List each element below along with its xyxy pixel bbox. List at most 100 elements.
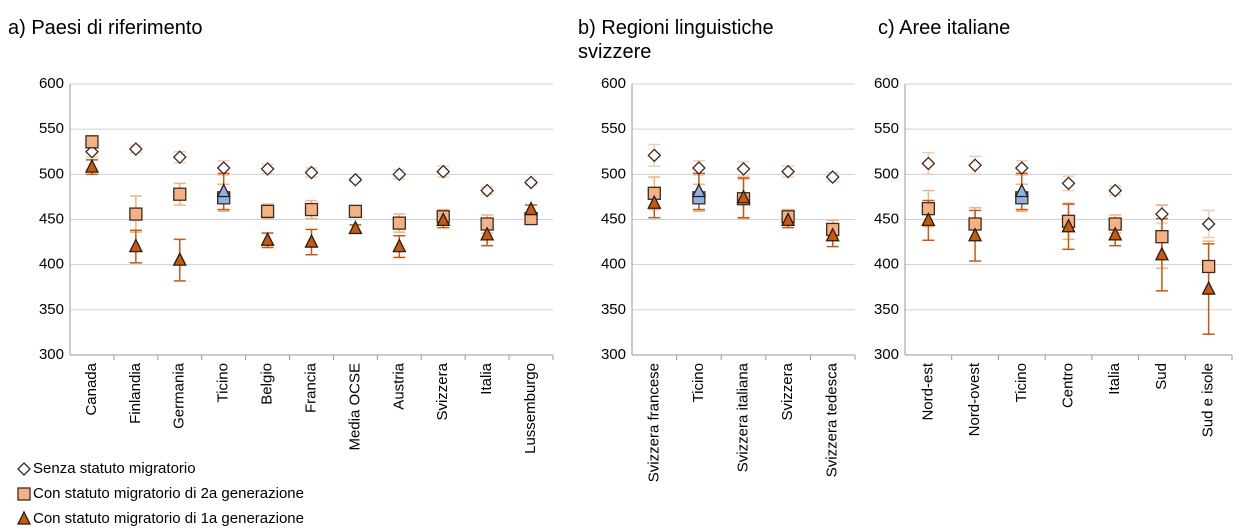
y-tick-label: 400 (39, 256, 64, 273)
y-tick-label: 300 (874, 346, 899, 363)
point (647, 194, 662, 209)
point (216, 161, 231, 175)
x-tick-label: Germania (171, 362, 188, 429)
point (85, 135, 99, 149)
point (1014, 183, 1029, 198)
point (1061, 176, 1076, 191)
y-tick-label: 600 (39, 75, 64, 92)
point (1155, 207, 1169, 221)
x-tick-label: Francia (302, 362, 319, 413)
point (216, 183, 231, 198)
chart-title: b) Regioni linguistiche svizzere (578, 17, 774, 63)
point (129, 207, 143, 221)
point (1154, 246, 1169, 261)
point (1014, 161, 1029, 175)
point (647, 148, 662, 163)
point (691, 183, 706, 198)
legend-label: Con statuto migratorio di 2a generazione (33, 485, 304, 502)
x-tick-label: Ticino (690, 363, 707, 402)
y-tick-label: 450 (874, 210, 899, 227)
y-tick-label: 400 (601, 256, 626, 273)
point (1201, 217, 1216, 231)
point (128, 238, 143, 253)
point (392, 167, 407, 182)
point (1201, 259, 1216, 274)
point (968, 227, 983, 242)
x-tick-label: Nord-ovest (966, 362, 983, 436)
x-tick-label: Svizzera (779, 362, 796, 420)
x-tick-label: Svizzera (434, 362, 451, 420)
legend-label: Con statuto migratorio di 1a generazione (33, 510, 304, 527)
y-tick-label: 450 (601, 210, 626, 227)
point (691, 161, 706, 175)
point (260, 204, 275, 219)
y-tick-label: 550 (39, 120, 64, 137)
y-tick-label: 500 (601, 165, 626, 182)
point (348, 220, 363, 235)
x-tick-label: Ticino (215, 363, 232, 402)
point (968, 158, 982, 173)
point (128, 142, 143, 156)
x-tick-label: Austria (390, 362, 407, 409)
y-tick-label: 350 (39, 301, 64, 318)
point (1201, 280, 1216, 295)
x-tick-label: Belgio (259, 363, 276, 405)
x-tick-label: Media OCSE (346, 363, 363, 451)
point (260, 161, 275, 176)
point (1108, 183, 1123, 198)
y-tick-label: 300 (39, 346, 64, 363)
point (781, 164, 796, 179)
point (736, 161, 751, 176)
y-tick-label: 500 (874, 165, 899, 182)
x-tick-label: Finlandia (127, 362, 144, 424)
chart-title: a) Paesi di riferimento (8, 17, 203, 39)
point (736, 189, 751, 204)
x-tick-label: Ticino (1013, 363, 1030, 402)
point (825, 170, 840, 184)
point (348, 172, 363, 187)
point (172, 150, 187, 165)
x-tick-label: Italia (1106, 362, 1123, 394)
x-tick-label: Lussemburgo (522, 363, 539, 454)
point (392, 238, 407, 253)
x-tick-label: Sud e isole (1200, 363, 1217, 437)
point (436, 164, 451, 179)
point (172, 251, 187, 266)
point (304, 233, 319, 248)
x-tick-label: Nord-est (919, 362, 936, 420)
point (480, 226, 495, 241)
y-tick-label: 350 (874, 301, 899, 318)
x-tick-label: Centro (1059, 363, 1076, 408)
point (392, 216, 406, 230)
point (260, 231, 275, 246)
x-tick-label: Canada (83, 362, 100, 415)
legend-marker (17, 462, 31, 476)
point (304, 165, 319, 180)
chart-title: c) Aree italiane (878, 17, 1011, 39)
point (825, 227, 840, 242)
legend-label: Senza statuto migratorio (33, 460, 196, 477)
y-tick-label: 300 (601, 346, 626, 363)
x-tick-label: Svizzera italiana (734, 362, 751, 472)
y-tick-label: 600 (601, 75, 626, 92)
x-tick-label: Svizzera tedesca (824, 362, 841, 477)
x-tick-label: Italia (478, 362, 495, 394)
y-tick-label: 550 (601, 120, 626, 137)
legend-marker (16, 510, 32, 525)
point (173, 187, 187, 201)
point (1061, 218, 1076, 233)
point (921, 211, 936, 227)
point (524, 175, 538, 190)
point (348, 204, 363, 219)
point (480, 183, 495, 198)
x-tick-label: Svizzera francese (645, 363, 662, 482)
y-tick-label: 500 (39, 165, 64, 182)
x-tick-label: Sud (1153, 363, 1170, 390)
point (1108, 226, 1123, 241)
point (304, 202, 319, 217)
y-tick-label: 400 (874, 256, 899, 273)
y-tick-label: 450 (39, 210, 64, 227)
y-tick-label: 600 (874, 75, 899, 92)
